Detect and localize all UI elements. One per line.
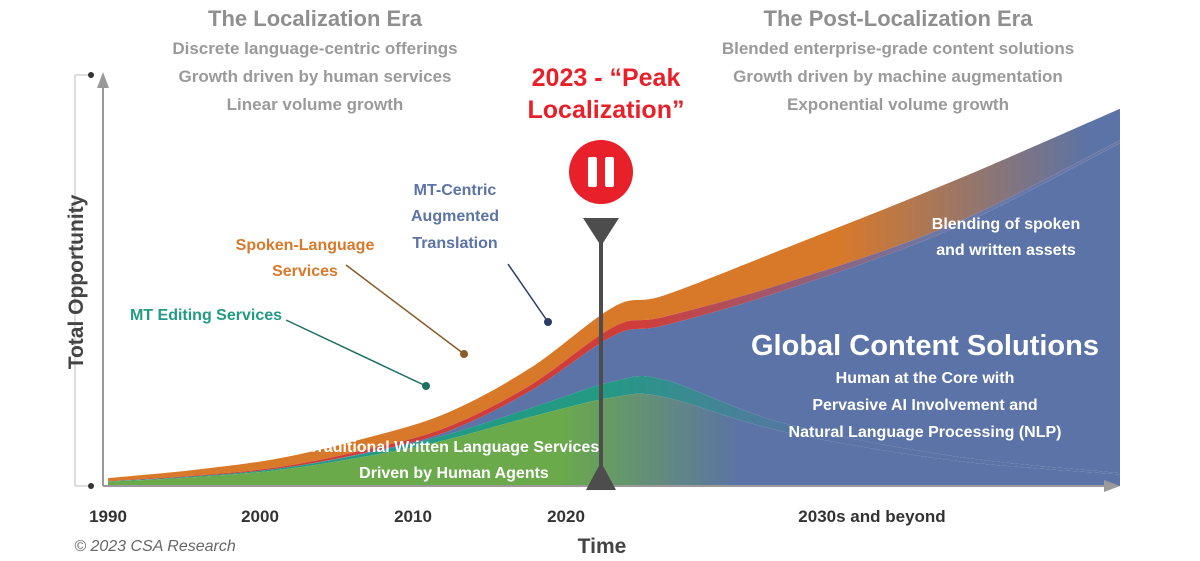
label-blending: Blending of spoken: [932, 216, 1080, 233]
x-tick-2000: 2000: [241, 507, 279, 526]
label-global-content-sub: Pervasive AI Involvement and: [812, 397, 1037, 414]
era-title-post-localization: The Post-Localization Era: [764, 6, 1034, 31]
label-spoken-language-services: Spoken-Language: [236, 237, 375, 254]
label-blending: and written assets: [936, 242, 1076, 259]
label-mt-editing-services: MT Editing Services: [130, 307, 282, 324]
era-line: Blended enterprise-grade content solutio…: [722, 39, 1074, 58]
label-spoken-language-services: Services: [272, 263, 338, 280]
y-axis-bracket-dot: [88, 72, 94, 78]
peak-marker-bottom-triangle: [586, 462, 616, 490]
label-traditional-written: Traditional Written Language Services: [309, 439, 600, 456]
era-line: Growth driven by machine augmentation: [733, 67, 1063, 86]
x-tick-2010: 2010: [394, 507, 432, 526]
label-global-content-sub: Human at the Core with: [836, 370, 1015, 387]
label-global-content-solutions: Global Content Solutions: [751, 330, 1099, 362]
label-global-content-sub: Natural Language Processing (NLP): [789, 424, 1062, 441]
y-axis-arrow: [97, 72, 109, 88]
area-mt-editing-services: [108, 375, 1120, 482]
x-axis-arrow: [1104, 480, 1120, 492]
era-line: Linear volume growth: [227, 95, 404, 114]
label-mt-centric: MT-Centric: [414, 182, 497, 199]
leader-mt-editing-dot: [422, 382, 430, 390]
peak-label: Localization”: [528, 96, 685, 124]
label-traditional-written: Driven by Human Agents: [359, 465, 549, 482]
leader-mt-editing: [285, 319, 427, 387]
leader-mt-centric-dot: [544, 318, 552, 326]
era-title-localization: The Localization Era: [208, 6, 423, 31]
peak-label: 2023 - “Peak: [532, 64, 681, 92]
area-mt-centric-augmented-translation: [108, 143, 1120, 482]
era-line: Exponential volume growth: [787, 95, 1009, 114]
x-axis-title: Time: [578, 535, 627, 558]
leader-spoken: [345, 264, 465, 355]
era-line: Discrete language-centric offerings: [172, 39, 457, 58]
area-traditional-written-language-services: [108, 393, 1120, 486]
peak-marker-top-triangle: [583, 218, 619, 246]
leader-mt-centric: [507, 263, 549, 323]
x-tick-2020: 2020: [547, 507, 585, 526]
pause-icon: [569, 140, 633, 204]
y-axis-title: Total Opportunity: [65, 194, 88, 369]
x-tick-1990: 1990: [89, 507, 127, 526]
label-mt-centric: Translation: [412, 235, 497, 252]
era-line: Growth driven by human services: [178, 67, 451, 86]
leader-spoken-dot: [460, 350, 468, 358]
x-tick-2030s: 2030s and beyond: [798, 507, 945, 526]
y-axis-bracket-dot: [88, 483, 94, 489]
label-mt-centric: Augmented: [411, 208, 499, 225]
copyright: © 2023 CSA Research: [74, 538, 236, 555]
